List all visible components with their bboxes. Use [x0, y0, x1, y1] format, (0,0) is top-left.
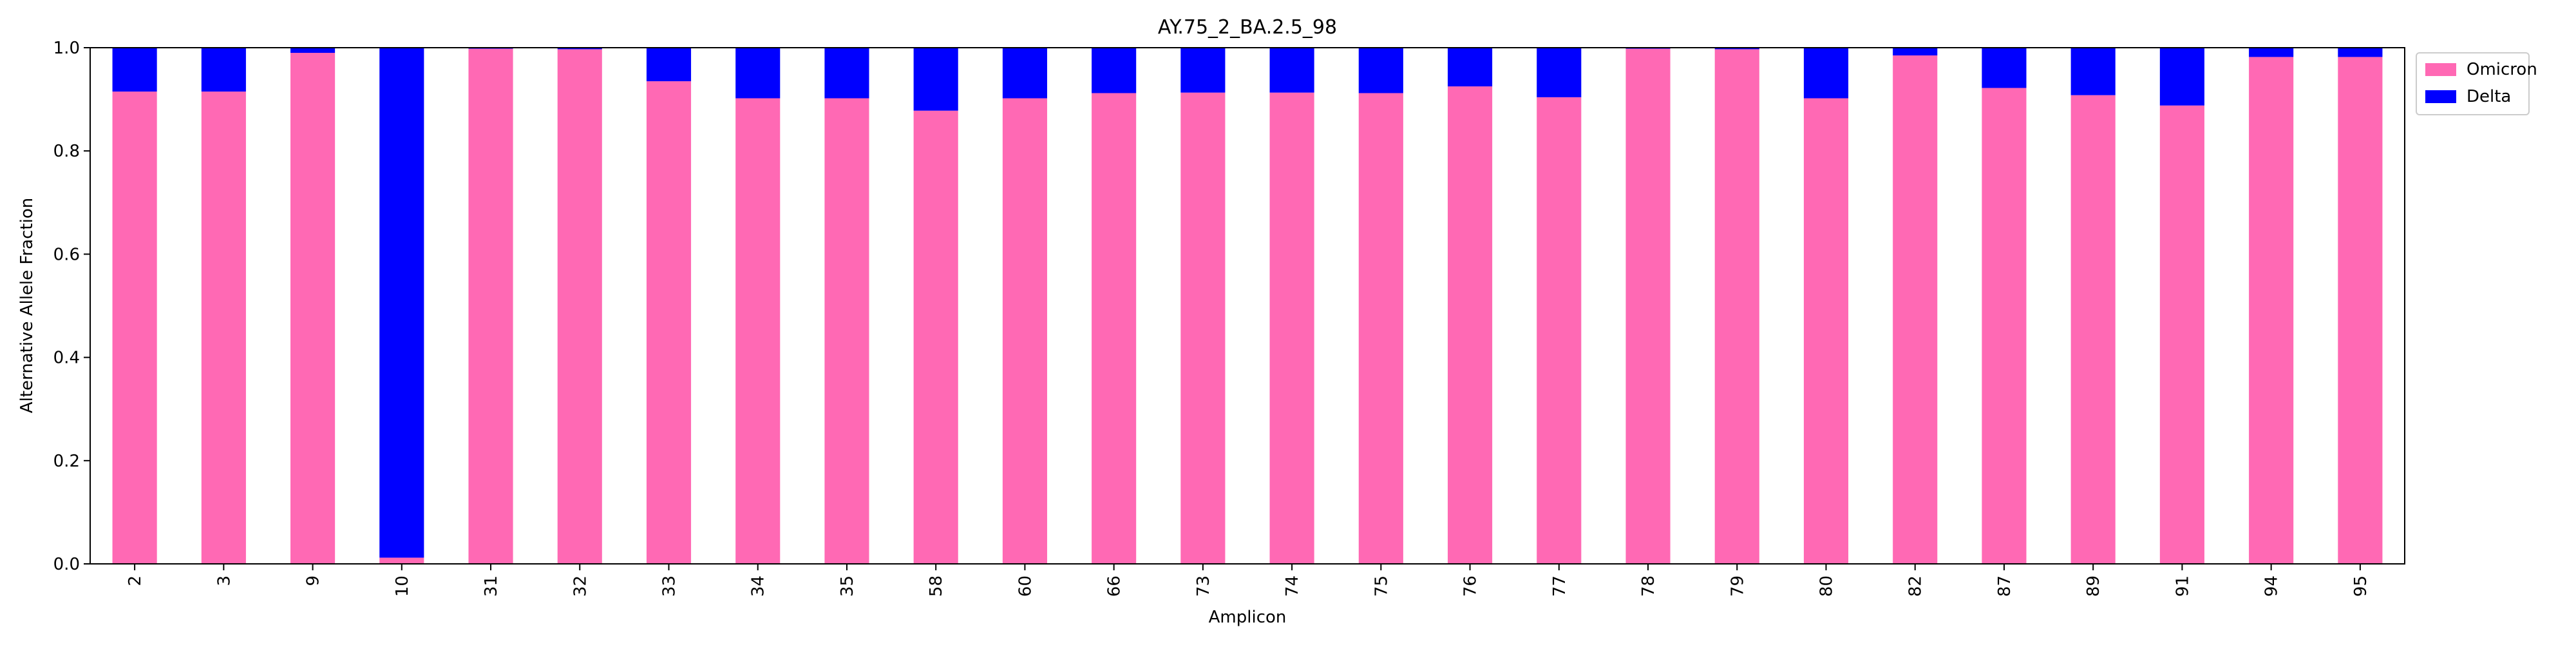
- x-tick-label: 87: [1995, 575, 2014, 597]
- bar-delta-35: [824, 48, 869, 99]
- bar-omicron-73: [1180, 92, 1226, 564]
- bar-delta-95: [2338, 48, 2383, 57]
- bar-omicron-33: [646, 81, 692, 564]
- x-tick-label: 3: [214, 575, 234, 586]
- bar-omicron-35: [824, 98, 869, 565]
- x-tick-label: 34: [749, 575, 768, 597]
- y-axis-label: Alternative Allele Fraction: [17, 198, 37, 413]
- x-tick-label: 74: [1283, 575, 1302, 597]
- legend-label-delta: Delta: [2467, 87, 2511, 106]
- y-tick-label: 0.8: [53, 142, 80, 161]
- legend-swatch-delta: [2425, 90, 2456, 103]
- bar-delta-94: [2249, 48, 2294, 57]
- y-tick-label: 1.0: [53, 39, 80, 58]
- x-tick-label: 75: [1372, 575, 1391, 597]
- y-tick-label: 0.6: [53, 245, 80, 264]
- x-tick-label: 10: [393, 575, 412, 597]
- bar-delta-33: [646, 48, 692, 82]
- bar-delta-87: [1982, 48, 2027, 88]
- bar-delta-74: [1269, 48, 1314, 93]
- bar-delta-3: [201, 48, 246, 92]
- x-tick-label: 2: [126, 575, 145, 586]
- bar-delta-2: [112, 48, 157, 92]
- bar-omicron-91: [2159, 105, 2204, 564]
- bar-delta-91: [2159, 48, 2204, 106]
- y-axis: 0.0 0.2 0.4 0.6 0.8 1.0: [53, 39, 90, 574]
- bar-omicron-3: [201, 92, 246, 564]
- bar-omicron-76: [1448, 86, 1493, 564]
- legend-label-omicron: Omicron: [2467, 60, 2537, 79]
- x-tick-label: 95: [2351, 575, 2371, 597]
- bar-omicron-31: [468, 48, 513, 565]
- bar-omicron-87: [1982, 88, 2027, 564]
- bar-omicron-58: [913, 110, 958, 565]
- bar-delta-60: [1002, 48, 1047, 99]
- bar-omicron-60: [1002, 98, 1047, 565]
- bar-omicron-78: [1625, 48, 1671, 565]
- bar-omicron-32: [557, 49, 602, 564]
- x-tick-label: 89: [2084, 575, 2103, 597]
- x-tick-label: 79: [1728, 575, 1747, 597]
- x-tick-label: 77: [1550, 575, 1569, 597]
- bar-delta-32: [557, 48, 602, 50]
- bar-omicron-34: [735, 98, 781, 565]
- x-tick-label: 78: [1639, 575, 1658, 597]
- x-tick-label: 82: [1906, 575, 1926, 597]
- bar-delta-66: [1092, 48, 1137, 93]
- bar-delta-76: [1448, 48, 1493, 87]
- x-tick-label: 73: [1194, 575, 1213, 597]
- bar-delta-77: [1537, 48, 1582, 97]
- bar-delta-79: [1714, 48, 1759, 50]
- bar-delta-89: [2070, 48, 2116, 95]
- bar-omicron-9: [290, 53, 336, 564]
- bar-delta-58: [913, 48, 958, 111]
- plot-frame: [90, 47, 2405, 565]
- y-tick-label: 0.0: [53, 555, 80, 574]
- x-tick-label: 35: [838, 575, 857, 597]
- x-axis-label: Amplicon: [1209, 608, 1287, 627]
- x-tick-label: 33: [660, 575, 679, 597]
- x-tick-label: 94: [2262, 575, 2282, 597]
- x-tick-label: 91: [2173, 575, 2192, 597]
- bar-delta-9: [290, 48, 336, 53]
- x-tick-label: 60: [1016, 575, 1035, 597]
- bar-omicron-95: [2338, 57, 2383, 565]
- bar-omicron-10: [379, 557, 424, 564]
- bar-omicron-66: [1092, 93, 1137, 564]
- legend-swatch-omicron: [2425, 63, 2456, 76]
- bars-group: [112, 48, 2383, 565]
- bar-omicron-79: [1714, 49, 1759, 564]
- bar-delta-34: [735, 48, 781, 99]
- bar-omicron-75: [1358, 93, 1403, 564]
- y-tick-label: 0.2: [53, 452, 80, 471]
- bar-delta-73: [1180, 48, 1226, 93]
- bar-omicron-82: [1893, 55, 1938, 564]
- bar-delta-10: [379, 48, 424, 558]
- bar-omicron-74: [1269, 92, 1314, 564]
- x-tick-label: 80: [1817, 575, 1837, 597]
- chart-title: AY.75_2_BA.2.5_98: [1158, 16, 1337, 39]
- bar-delta-75: [1358, 48, 1403, 93]
- x-tick-label: 32: [571, 575, 590, 597]
- legend: Omicron Delta: [2416, 52, 2537, 115]
- bar-omicron-2: [112, 92, 157, 564]
- bar-omicron-89: [2070, 95, 2116, 564]
- x-tick-label: 66: [1105, 575, 1124, 597]
- bar-omicron-77: [1537, 97, 1582, 564]
- x-tick-label: 31: [482, 575, 501, 597]
- x-tick-label: 9: [304, 575, 323, 586]
- bar-omicron-94: [2249, 57, 2294, 565]
- x-tick-label: 58: [927, 575, 946, 597]
- x-tick-label: 76: [1461, 575, 1481, 597]
- y-tick-label: 0.4: [53, 349, 80, 368]
- bar-delta-80: [1803, 48, 1849, 99]
- bar-omicron-80: [1803, 98, 1849, 565]
- x-axis: 2 3 9 10 31 32 33 34 35 58 60 66 73 74 75 76 77 78 79 80 82 8…: [126, 564, 2371, 597]
- bar-delta-82: [1893, 48, 1938, 56]
